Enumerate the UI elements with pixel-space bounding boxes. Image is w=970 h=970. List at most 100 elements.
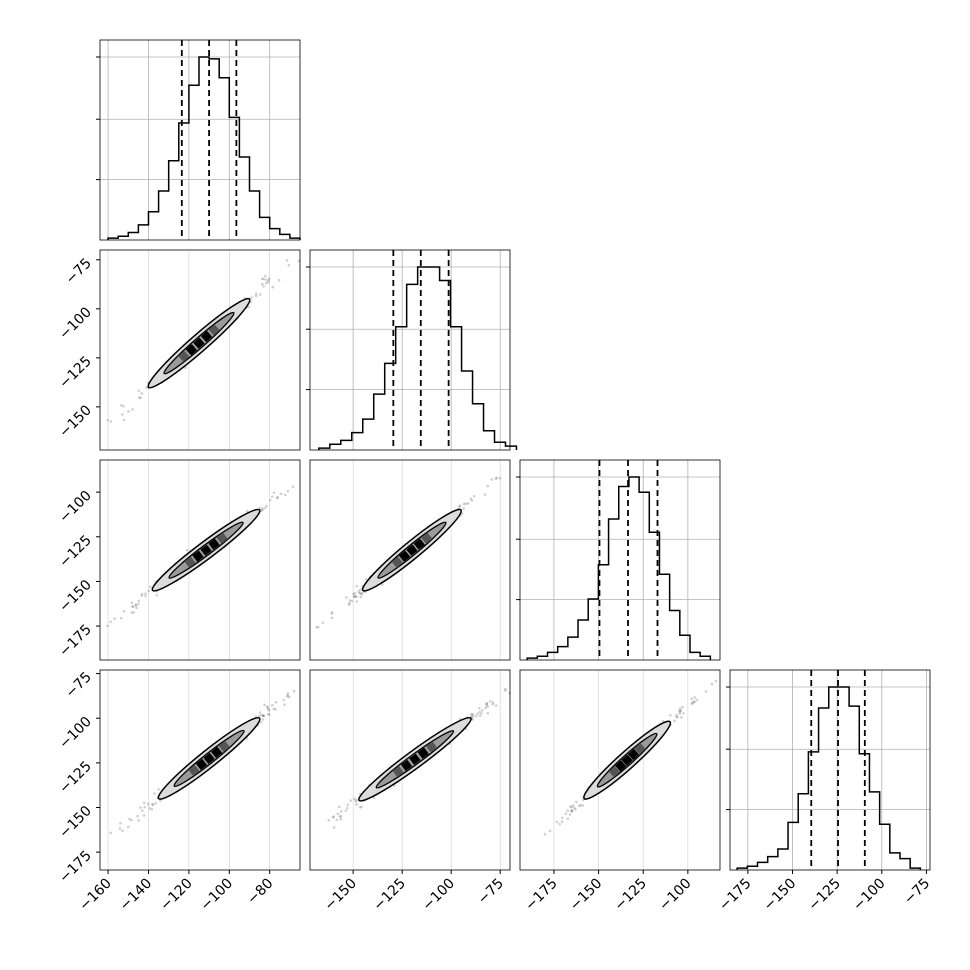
sample-point-3-198 (151, 803, 155, 807)
density-core-1-3 (208, 538, 220, 550)
sample-point-4-83 (470, 714, 473, 718)
sample-point-3-129 (263, 703, 266, 707)
density-core-0-4 (208, 324, 220, 336)
panel-frame-2 (309, 459, 511, 661)
sample-point-5-100 (574, 808, 577, 811)
panel-frame-3 (99, 669, 301, 871)
scatter-panel-0-2 (99, 459, 301, 661)
x-tick-label-2-0: −175 (522, 876, 561, 915)
density-core-5-2 (621, 754, 633, 766)
sample-point-0-219 (264, 274, 267, 278)
x-tick-label-2-2: −125 (612, 876, 651, 915)
sample-point-0-130 (137, 389, 141, 393)
density-core-4-1 (400, 759, 413, 772)
density-core-2-2 (406, 544, 418, 556)
sample-point-2-142 (315, 626, 318, 629)
sample-point-3-108 (261, 718, 265, 721)
sample-point-1-148 (265, 504, 268, 508)
histogram-step-3 (736, 686, 922, 870)
density-core-4-2 (409, 753, 421, 765)
sample-point-0-34 (247, 305, 250, 309)
sample-point-4-159 (358, 806, 362, 809)
x-tick-label-0-0: −160 (76, 876, 115, 915)
sample-point-0-53 (271, 285, 275, 289)
sample-point-0-206 (266, 280, 270, 284)
histogram-panel-0 (96, 39, 301, 241)
sample-point-2-126 (330, 616, 334, 620)
sample-point-3-82 (282, 698, 286, 702)
sample-point-5-195 (676, 715, 679, 719)
sample-point-1-159 (135, 606, 138, 610)
sample-point-2-12 (469, 497, 473, 501)
sample-point-5-178 (673, 719, 676, 723)
y-tick-label-3-2: −125 (56, 758, 95, 797)
sample-point-5-126 (704, 690, 708, 693)
sample-point-5-187 (570, 810, 574, 813)
sample-point-3-22 (151, 802, 154, 806)
sample-point-2-117 (495, 476, 498, 480)
sample-point-0-31 (267, 279, 271, 282)
scatter-panel-0-1 (99, 249, 301, 451)
sample-point-0-62 (184, 366, 187, 369)
sample-point-4-132 (337, 805, 341, 809)
sample-point-1-21 (131, 605, 134, 608)
x-tick-label-1-0: −150 (321, 876, 360, 915)
sample-point-4-188 (346, 803, 350, 807)
y-tick-label-1-0: −75 (63, 255, 95, 287)
sample-point-4-22 (471, 718, 475, 721)
sample-point-3-52 (109, 831, 112, 835)
sample-point-0-201 (264, 281, 268, 285)
sample-point-2-107 (355, 584, 359, 588)
sample-point-2-42 (470, 499, 474, 502)
sample-point-0-158 (250, 296, 253, 299)
sample-point-1-168 (185, 548, 189, 552)
sample-point-5-196 (690, 701, 694, 705)
sample-point-3-111 (292, 689, 296, 693)
sample-point-1-102 (245, 509, 249, 513)
sample-point-1-37 (276, 495, 279, 499)
sample-point-0-182 (254, 294, 258, 298)
sample-point-5-152 (558, 822, 561, 826)
sample-point-5-25 (710, 682, 714, 686)
sample-point-2-166 (348, 602, 351, 605)
sample-point-1-207 (137, 599, 141, 603)
sample-point-4-134 (372, 796, 376, 800)
sample-point-3-154 (260, 720, 263, 724)
sample-point-0-155 (254, 292, 258, 296)
sample-point-3-127 (157, 788, 160, 791)
histogram-panel-3 (726, 669, 931, 871)
sample-point-3-21 (286, 692, 290, 695)
sample-point-3-70 (267, 713, 271, 716)
density-core-3-3 (211, 746, 223, 758)
sample-point-4-12 (485, 702, 489, 706)
sample-point-4-41 (353, 797, 356, 801)
sample-point-4-102 (476, 712, 479, 716)
panel-frame-1 (99, 459, 301, 661)
sample-point-5-81 (691, 702, 694, 706)
sample-point-3-151 (142, 814, 146, 817)
scatter-panel-1-3 (309, 669, 512, 871)
sample-point-3-125 (126, 825, 130, 829)
sample-point-0-195 (259, 293, 262, 296)
sample-point-5-111 (548, 829, 552, 833)
sample-point-5-162 (678, 710, 682, 714)
density-core-1-1 (192, 550, 204, 562)
sample-point-2-86 (353, 594, 356, 598)
sample-point-4-69 (488, 700, 492, 703)
histogram-step-0 (107, 56, 301, 240)
sample-point-5-190 (714, 679, 718, 683)
sample-point-1-143 (140, 594, 144, 597)
sample-point-0-86 (120, 403, 123, 407)
sample-point-0-60 (260, 282, 264, 286)
sample-point-4-196 (331, 816, 335, 819)
density-core-4-3 (417, 747, 429, 759)
sample-point-3-97 (259, 711, 262, 714)
sample-point-1-196 (276, 496, 279, 500)
sample-point-1-40 (268, 498, 272, 502)
sample-point-0-29 (122, 418, 126, 422)
sample-point-3-168 (121, 829, 124, 832)
sample-point-4-36 (494, 704, 498, 707)
sample-point-4-173 (340, 810, 343, 813)
density-core-5-4 (634, 743, 646, 755)
sample-point-2-32 (483, 493, 487, 496)
